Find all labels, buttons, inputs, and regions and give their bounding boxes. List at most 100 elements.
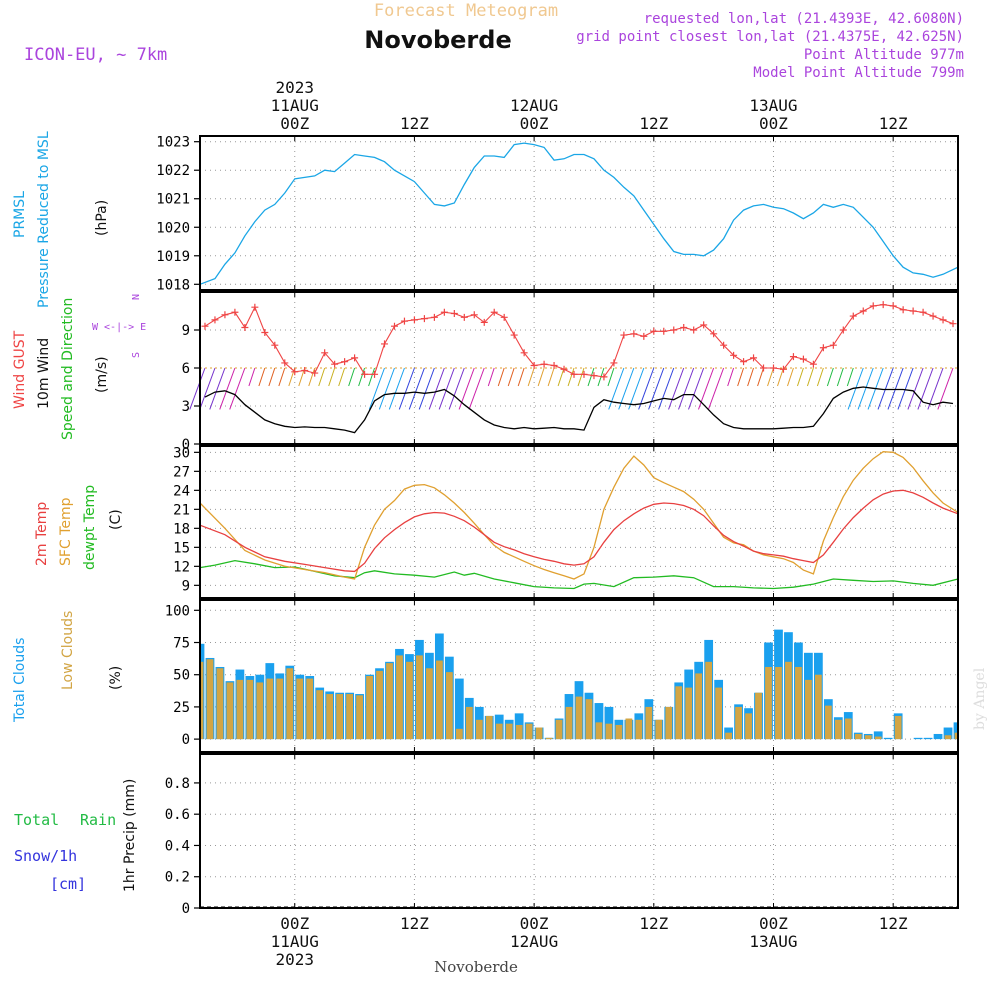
low-cloud-bar <box>286 668 293 739</box>
low-cloud-bar <box>625 719 632 740</box>
gust-point <box>221 311 228 318</box>
compass-s: S <box>131 352 142 358</box>
wind-arrow <box>349 368 355 386</box>
wind-arrow <box>708 368 723 409</box>
wind-arrow <box>409 368 424 409</box>
wind-arrow <box>548 368 554 386</box>
time-label: 00Z <box>520 114 549 133</box>
wind-speed-line <box>205 387 953 433</box>
point-altitude: Point Altitude 977m <box>804 47 964 63</box>
label-speed-direction: Speed and Direction <box>60 298 76 440</box>
low-cloud-bar <box>616 725 623 739</box>
requested-coords: requested lon,lat (21.4393E, 42.6080N) <box>644 11 964 27</box>
low-cloud-bar <box>735 707 742 739</box>
gust-point <box>511 332 518 339</box>
label-pressure-msl: Pressure Reduced to MSL <box>36 131 52 308</box>
model-label: ICON-EU, ~ 7km <box>24 45 167 65</box>
wind-arrow <box>200 368 215 409</box>
clouds-y-tick-label: 50 <box>173 668 190 684</box>
label-pressure-unit: (hPa) <box>94 200 110 236</box>
low-cloud-bar <box>276 679 283 740</box>
low-cloud-bar <box>775 667 782 739</box>
wind-arrow <box>698 368 713 409</box>
low-cloud-bar <box>466 707 473 739</box>
low-cloud-bar <box>296 679 303 740</box>
low-cloud-bar <box>476 720 483 739</box>
low-cloud-bar <box>456 729 463 739</box>
time-label: 12AUG <box>510 96 558 115</box>
label-low-clouds: Low Clouds <box>60 611 76 690</box>
gust-point <box>940 316 947 323</box>
pressure-y-tick-label: 1022 <box>156 163 190 179</box>
wind-arrow <box>190 368 205 409</box>
low-cloud-bar <box>705 662 712 739</box>
low-cloud-bar <box>516 725 523 739</box>
gust-point <box>910 308 917 315</box>
low-cloud-bar <box>606 724 613 739</box>
wind-arrow <box>568 368 574 386</box>
gust-point <box>231 309 238 316</box>
wind-arrow <box>578 368 584 386</box>
wind-arrow <box>728 368 734 386</box>
low-cloud-bar <box>795 667 802 739</box>
gust-point <box>850 313 857 320</box>
gust-point <box>900 306 907 313</box>
gust-point <box>950 320 957 327</box>
wind-arrow <box>847 368 853 386</box>
label-2m-temp: 2m Temp <box>34 502 50 566</box>
pressure-grid <box>200 136 958 290</box>
gust-point <box>251 304 258 311</box>
time-label: 12Z <box>400 914 429 933</box>
wind-arrow <box>279 368 285 386</box>
low-cloud-bar <box>586 699 593 739</box>
location-title: Novoberde <box>364 26 511 54</box>
time-label: 12Z <box>639 914 668 933</box>
time-label: 00Z <box>520 914 549 933</box>
wind-arrow <box>758 368 764 386</box>
precip-y-tick-label: 0.6 <box>165 807 190 823</box>
label-prmsl: PRMSL <box>12 191 28 238</box>
temp-y-tick-label: 9 <box>182 578 190 594</box>
low-cloud-bar <box>546 738 553 739</box>
time-label: 2023 <box>275 950 314 969</box>
gust-point <box>660 328 667 335</box>
pressure-y-tick-label: 1023 <box>156 135 190 151</box>
wind-arrow <box>508 368 514 386</box>
time-label: 11AUG <box>271 932 319 951</box>
low-cloud-bar <box>266 679 273 740</box>
gust-point <box>650 328 657 335</box>
low-cloud-bar <box>496 724 503 739</box>
low-cloud-bar <box>566 707 573 739</box>
low-cloud-bar <box>635 720 642 739</box>
compass-n: N <box>131 294 142 300</box>
gust-point <box>341 358 348 365</box>
time-label: 12Z <box>879 914 908 933</box>
label-temp-unit: (C) <box>108 509 124 530</box>
wind-arrow <box>309 368 315 386</box>
low-cloud-bar <box>386 663 393 739</box>
low-cloud-bar <box>855 734 862 739</box>
wind-arrow <box>858 368 873 409</box>
wind-arrow <box>399 368 414 409</box>
wind-arrow <box>538 368 544 386</box>
total-cloud-bar <box>934 734 943 739</box>
wind-arrow <box>588 368 594 386</box>
low-cloud-bar <box>765 667 772 739</box>
time-label: 00Z <box>759 914 788 933</box>
model-altitude: Model Point Altitude 799m <box>753 65 964 81</box>
clouds-y-tick-label: 100 <box>165 603 190 619</box>
low-cloud-bar <box>356 695 363 739</box>
low-cloud-bar <box>227 682 234 739</box>
wind-arrow <box>488 368 494 386</box>
gust-point <box>770 365 777 372</box>
wind-arrow <box>249 368 255 386</box>
low-cloud-bar <box>416 655 423 739</box>
low-cloud-bar <box>865 735 872 739</box>
wind-arrow <box>210 368 225 409</box>
temp-y-tick-label: 15 <box>173 540 190 556</box>
compass-we: W <-|-> E <box>92 322 146 333</box>
gust-point <box>890 302 897 309</box>
gust-point <box>301 367 308 374</box>
wind-arrow <box>659 368 674 409</box>
header: Forecast Meteogram Novoberde ICON-EU, ~ … <box>24 1 964 81</box>
